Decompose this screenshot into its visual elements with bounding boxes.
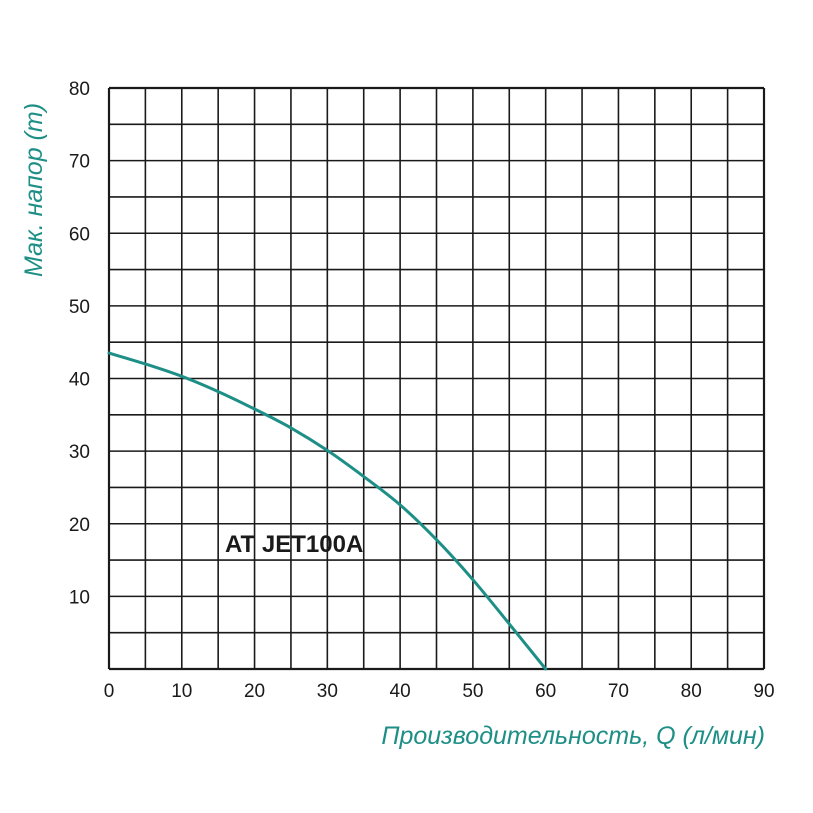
- x-tick-label: 80: [681, 681, 702, 702]
- x-tick-label: 10: [171, 681, 192, 702]
- x-tick-labels: 0 10 20 30 40 50 60 70 80 90: [104, 681, 775, 702]
- x-tick-label: 70: [608, 681, 629, 702]
- y-tick-labels: 10 20 30 40 50 60 70 80: [69, 79, 90, 608]
- curves: [107, 351, 548, 671]
- x-tick-label: 60: [535, 681, 556, 702]
- x-tick-label: 30: [317, 681, 338, 702]
- x-tick-label: 90: [753, 681, 774, 702]
- x-tick-label: 0: [104, 681, 115, 702]
- y-tick-label: 30: [69, 442, 90, 463]
- y-tick-label: 40: [69, 370, 90, 391]
- series-line: [107, 351, 548, 671]
- y-tick-label: 50: [69, 297, 90, 318]
- y-axis-title: Мак. напор (m): [20, 103, 48, 277]
- y-tick-label: 10: [69, 587, 90, 608]
- x-tick-label: 20: [244, 681, 265, 702]
- grid: [107, 86, 766, 671]
- y-tick-label: 80: [69, 79, 90, 100]
- y-tick-label: 20: [69, 515, 90, 536]
- series-label: AT JET100A: [225, 531, 363, 558]
- x-tick-label: 40: [390, 681, 411, 702]
- x-axis-title: Производительность, Q (л/мин): [381, 722, 765, 750]
- x-tick-label: 50: [462, 681, 483, 702]
- y-tick-label: 60: [69, 224, 90, 245]
- y-tick-label: 70: [69, 152, 90, 173]
